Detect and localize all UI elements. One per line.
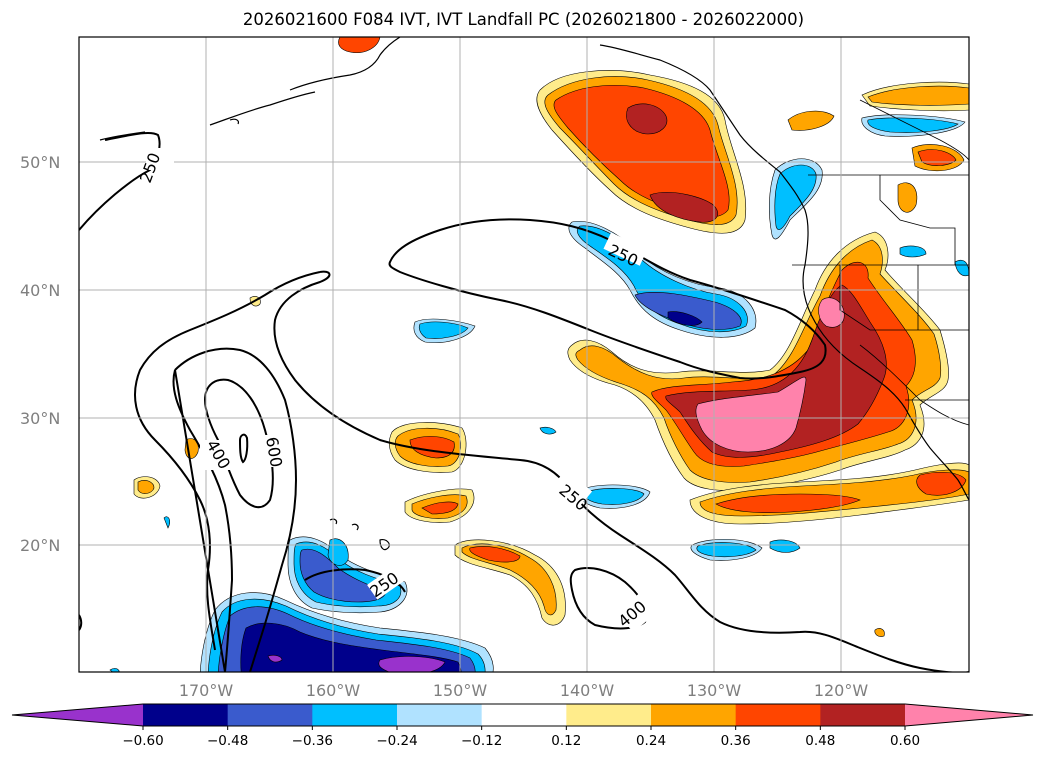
map-title: 2026021600 F084 IVT, IVT Landfall PC (20… — [242, 10, 805, 29]
colorbar-segment — [820, 704, 906, 726]
colorbar-tick-label: −0.48 — [207, 733, 248, 749]
colorbar-tick-label: −0.60 — [122, 733, 163, 749]
lat-label-30: 30°N — [20, 409, 60, 428]
colorbar-tick-label: −0.36 — [292, 733, 333, 749]
colorbar-segment — [481, 704, 567, 726]
lat-label-40: 40°N — [20, 281, 60, 300]
ivt-filled-regions — [109, 37, 969, 672]
colorbar-segment — [735, 704, 821, 726]
latitude-labels: 50°N 40°N 30°N 20°N — [20, 153, 60, 555]
colorbar-tick-label: 0.24 — [636, 733, 666, 749]
colorbar-tick-label: 0.12 — [551, 733, 581, 749]
longitude-labels: 170°W 160°W 150°W 140°W 130°W 120°W — [179, 681, 869, 700]
coastline-alaska — [209, 37, 401, 126]
colorbar-segment — [651, 704, 737, 726]
map-plot-area: 250 250 250 250 400 400 600 — [79, 37, 969, 672]
colorbar-segment — [397, 704, 483, 726]
colorbar-tick-label: −0.12 — [461, 733, 502, 749]
lat-label-50: 50°N — [20, 153, 60, 172]
colorbar-segment — [143, 704, 229, 726]
lon-label-150: 150°W — [433, 681, 488, 700]
colorbar-segment — [227, 704, 313, 726]
coastline-hawaii — [329, 518, 390, 551]
lon-label-140: 140°W — [560, 681, 615, 700]
contour-250-central — [388, 218, 827, 380]
contour-400-west — [172, 347, 298, 672]
colorbar: −0.60 −0.48 −0.36 −0.24 −0.12 0.12 0.24 0.36 0.4… — [11, 703, 1034, 749]
colorbar-segment — [312, 704, 398, 726]
colorbar-tick-label: 0.48 — [805, 733, 835, 749]
colorbar-tick-label: 0.36 — [721, 733, 751, 749]
map-frame — [78, 36, 970, 673]
colorbar-extend-low — [12, 704, 143, 726]
colorbar-segment — [566, 704, 652, 726]
colorbar-tick-label: −0.24 — [376, 733, 417, 749]
lon-label-120: 120°W — [814, 681, 869, 700]
lon-label-160: 160°W — [306, 681, 361, 700]
colorbar-tick-label: 0.60 — [890, 733, 920, 749]
lon-label-170: 170°W — [179, 681, 234, 700]
lon-label-130: 130°W — [687, 681, 742, 700]
graticule — [79, 37, 969, 672]
lat-label-20: 20°N — [20, 536, 60, 555]
colorbar-extend-high — [905, 704, 1033, 726]
